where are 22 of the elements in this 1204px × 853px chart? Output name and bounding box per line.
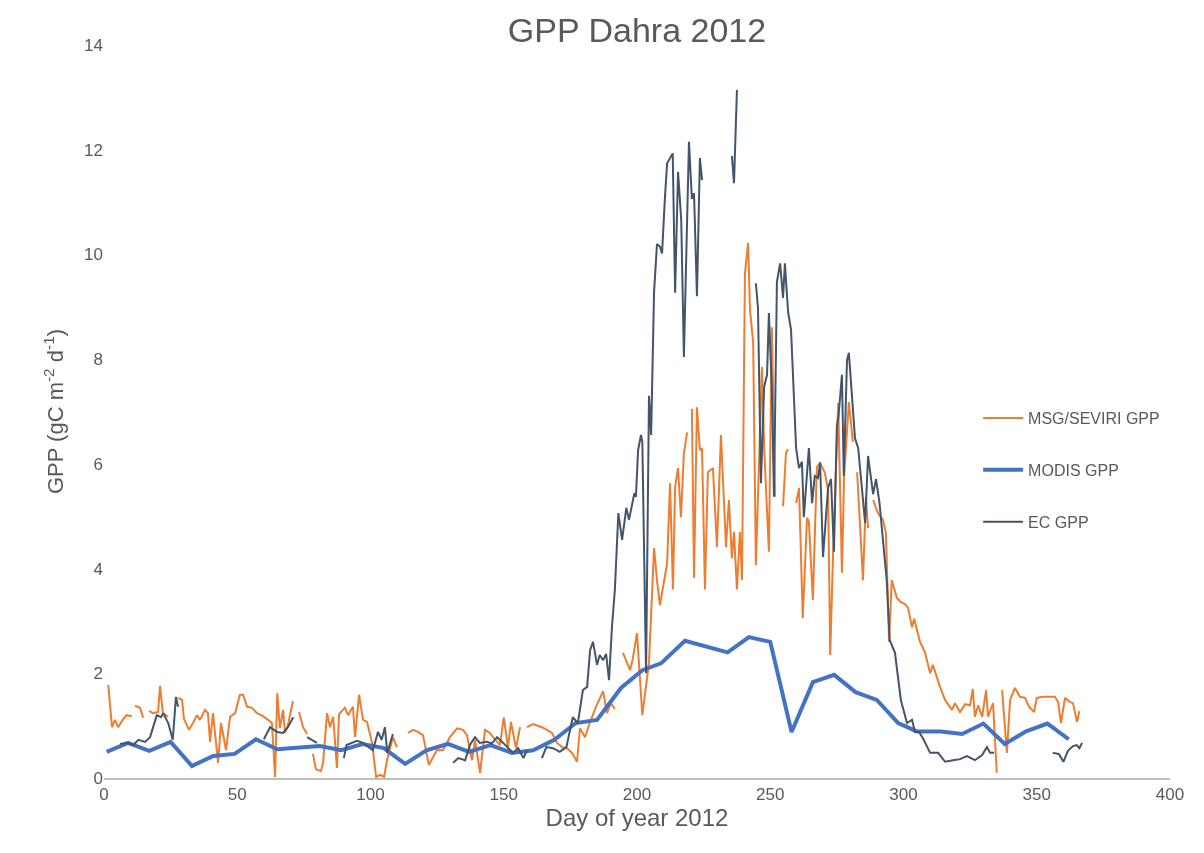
y-tick-label: 6 <box>93 454 103 474</box>
x-tick-label: 100 <box>356 785 385 805</box>
x-tick-label: 200 <box>622 785 652 805</box>
y-tick-label: 2 <box>93 664 103 684</box>
y-tick-label: 10 <box>84 245 103 265</box>
y-tick-label: 8 <box>93 350 103 370</box>
y-tick-label: 4 <box>93 559 103 579</box>
y-tick-label: 14 <box>84 35 103 55</box>
x-tick-label: 300 <box>889 785 918 805</box>
y-tick-label: 12 <box>84 140 103 160</box>
line-series <box>104 635 1071 768</box>
legend-label: MSG/SEVIRI GPP <box>1028 410 1160 428</box>
chart-title: GPP Dahra 2012 <box>507 10 767 49</box>
legend-label: MODIS GPP <box>1028 462 1119 480</box>
y-tick-label: 0 <box>93 768 103 788</box>
x-tick-label: 50 <box>227 785 247 805</box>
x-tick-label: 400 <box>1155 785 1185 805</box>
legend-label: EC GPP <box>1028 513 1089 531</box>
x-axis-title: Day of year 2012 <box>545 804 729 832</box>
x-tick-label: 150 <box>489 785 518 805</box>
x-tick-label: 250 <box>756 785 785 805</box>
x-tick-label: 350 <box>1022 785 1051 805</box>
